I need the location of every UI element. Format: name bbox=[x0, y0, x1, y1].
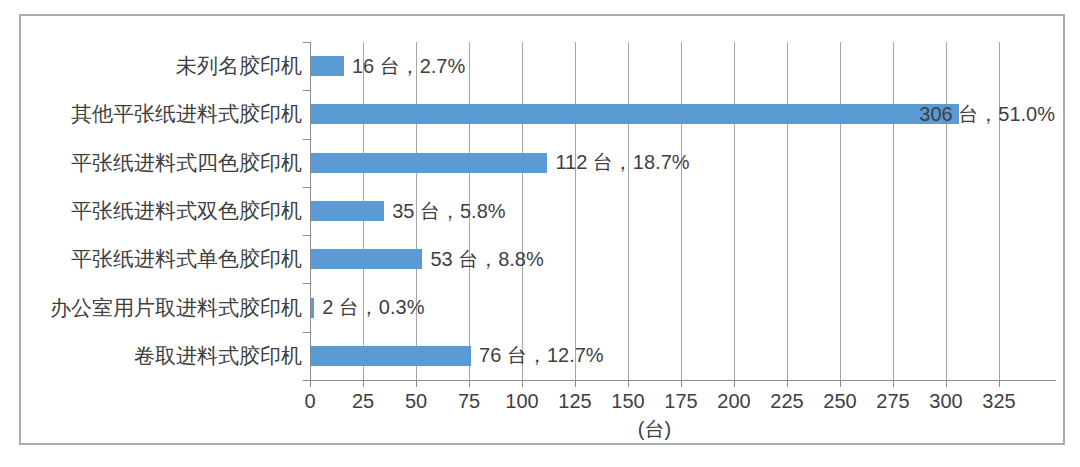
bar bbox=[310, 201, 384, 221]
chart-canvas: 16 台，2.7% 306 台，51.0% 112 台，18.7% 35 台，5.8%… bbox=[0, 0, 1080, 467]
y-axis-tick bbox=[303, 380, 310, 381]
x-tick-label: 200 bbox=[717, 390, 750, 413]
category-label: 其他平张纸进料式胶印机 bbox=[29, 90, 302, 138]
x-tick-label: 50 bbox=[405, 390, 427, 413]
data-label: 306 台，51.0% bbox=[919, 90, 1055, 138]
x-axis-tick bbox=[575, 380, 576, 387]
data-label: 53 台，8.8% bbox=[430, 235, 543, 283]
y-axis-tick bbox=[303, 90, 310, 91]
y-axis-tick bbox=[303, 42, 310, 43]
category-label: 平张纸进料式单色胶印机 bbox=[29, 235, 302, 283]
x-tick-label: 150 bbox=[611, 390, 644, 413]
bar bbox=[310, 249, 422, 269]
data-label: 35 台，5.8% bbox=[392, 187, 505, 235]
y-axis-tick bbox=[303, 283, 310, 284]
x-axis-unit-label: (台) bbox=[638, 416, 671, 443]
gridline bbox=[840, 42, 841, 380]
y-axis-tick bbox=[303, 235, 310, 236]
chart-frame: 16 台，2.7% 306 台，51.0% 112 台，18.7% 35 台，5.8%… bbox=[19, 14, 1065, 445]
gridline bbox=[628, 42, 629, 380]
gridline bbox=[522, 42, 523, 380]
gridline bbox=[893, 42, 894, 380]
x-axis-tick bbox=[522, 380, 523, 387]
x-tick-label: 100 bbox=[505, 390, 538, 413]
x-axis-tick bbox=[363, 380, 364, 387]
data-label: 16 台，2.7% bbox=[352, 42, 465, 90]
x-axis-tick bbox=[416, 380, 417, 387]
gridline bbox=[734, 42, 735, 380]
x-tick-label: 300 bbox=[929, 390, 962, 413]
bar bbox=[310, 346, 471, 366]
category-label: 平张纸进料式四色胶印机 bbox=[29, 139, 302, 187]
data-label: 76 台，12.7% bbox=[479, 332, 604, 380]
x-axis-tick bbox=[893, 380, 894, 387]
x-tick-label: 250 bbox=[823, 390, 856, 413]
x-axis-tick bbox=[946, 380, 947, 387]
x-tick-label: 25 bbox=[352, 390, 374, 413]
x-axis-tick bbox=[681, 380, 682, 387]
data-label: 112 台，18.7% bbox=[555, 139, 689, 187]
x-tick-label: 175 bbox=[664, 390, 697, 413]
bar bbox=[310, 104, 959, 124]
y-axis-tick bbox=[303, 187, 310, 188]
y-axis-tick bbox=[303, 139, 310, 140]
gridline bbox=[575, 42, 576, 380]
plot-area: 16 台，2.7%306 台，51.0%112 台，18.7%35 台，5.8%… bbox=[310, 42, 999, 380]
bar bbox=[310, 153, 547, 173]
x-axis-tick bbox=[787, 380, 788, 387]
bar bbox=[310, 56, 344, 76]
category-label: 平张纸进料式双色胶印机 bbox=[29, 187, 302, 235]
x-tick-label: 125 bbox=[558, 390, 591, 413]
x-tick-label: 75 bbox=[458, 390, 480, 413]
gridline bbox=[787, 42, 788, 380]
x-tick-label: 225 bbox=[770, 390, 803, 413]
x-axis-tick bbox=[840, 380, 841, 387]
x-axis-tick bbox=[628, 380, 629, 387]
y-axis-tick bbox=[303, 332, 310, 333]
gridline bbox=[681, 42, 682, 380]
data-label: 2 台，0.3% bbox=[322, 283, 424, 331]
category-label: 办公室用片取进料式胶印机 bbox=[29, 283, 302, 331]
category-label: 卷取进料式胶印机 bbox=[29, 332, 302, 380]
x-tick-label: 275 bbox=[876, 390, 909, 413]
x-axis-tick bbox=[999, 380, 1000, 387]
x-axis-tick bbox=[310, 380, 311, 387]
y-axis-line bbox=[310, 42, 311, 380]
x-axis-tick bbox=[469, 380, 470, 387]
x-tick-label: 325 bbox=[982, 390, 1015, 413]
category-label: 未列名胶印机 bbox=[29, 42, 302, 90]
x-axis-tick bbox=[734, 380, 735, 387]
x-tick-label: 0 bbox=[304, 390, 315, 413]
